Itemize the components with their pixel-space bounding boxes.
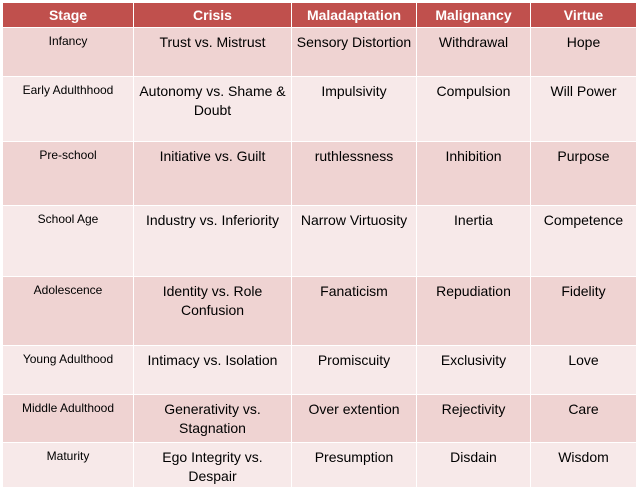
cell-stage: School Age xyxy=(2,205,134,277)
cell-maladaptation: Promiscuity xyxy=(291,345,417,395)
table-row: Infancy Trust vs. Mistrust Sensory Disto… xyxy=(2,27,637,77)
cell-malignancy: Disdain xyxy=(416,442,531,488)
cell-malignancy: Withdrawal xyxy=(416,27,531,77)
header-virtue: Virtue xyxy=(530,2,637,28)
header-stage: Stage xyxy=(2,2,134,28)
cell-virtue: Purpose xyxy=(530,141,637,206)
table-row: School Age Industry vs. Inferiority Narr… xyxy=(2,205,637,277)
cell-crisis: Ego Integrity vs. Despair xyxy=(133,442,292,488)
cell-crisis: Intimacy vs. Isolation xyxy=(133,345,292,395)
cell-crisis: Generativity vs. Stagnation xyxy=(133,394,292,443)
cell-malignancy: Repudiation xyxy=(416,276,531,346)
cell-malignancy: Rejectivity xyxy=(416,394,531,443)
cell-maladaptation: Over extention xyxy=(291,394,417,443)
cell-virtue: Love xyxy=(530,345,637,395)
cell-stage: Early Adulthhood xyxy=(2,76,134,142)
cell-maladaptation: Impulsivity xyxy=(291,76,417,142)
table-row: Young Adulthood Intimacy vs. Isolation P… xyxy=(2,345,637,395)
cell-stage: Maturity xyxy=(2,442,134,488)
cell-stage: Middle Adulthood xyxy=(2,394,134,443)
cell-malignancy: Compulsion xyxy=(416,76,531,142)
cell-virtue: Care xyxy=(530,394,637,443)
cell-maladaptation: Presumption xyxy=(291,442,417,488)
cell-crisis: Initiative vs. Guilt xyxy=(133,141,292,206)
table-row: Middle Adulthood Generativity vs. Stagna… xyxy=(2,394,637,443)
cell-maladaptation: Narrow Virtuosity xyxy=(291,205,417,277)
table-row: Maturity Ego Integrity vs. Despair Presu… xyxy=(2,442,637,488)
cell-crisis: Autonomy vs. Shame & Doubt xyxy=(133,76,292,142)
cell-virtue: Competence xyxy=(530,205,637,277)
cell-stage: Infancy xyxy=(2,27,134,77)
cell-malignancy: Exclusivity xyxy=(416,345,531,395)
table-row: Early Adulthhood Autonomy vs. Shame & Do… xyxy=(2,76,637,142)
cell-maladaptation: Fanaticism xyxy=(291,276,417,346)
cell-virtue: Will Power xyxy=(530,76,637,142)
cell-malignancy: Inhibition xyxy=(416,141,531,206)
cell-stage: Young Adulthood xyxy=(2,345,134,395)
header-row: Stage Crisis Maladaptation Malignancy Vi… xyxy=(2,2,637,28)
cell-malignancy: Inertia xyxy=(416,205,531,277)
cell-crisis: Trust vs. Mistrust xyxy=(133,27,292,77)
cell-stage: Pre-school xyxy=(2,141,134,206)
cell-virtue: Hope xyxy=(530,27,637,77)
cell-maladaptation: ruthlessness xyxy=(291,141,417,206)
header-maladaptation: Maladaptation xyxy=(291,2,417,28)
cell-stage: Adolescence xyxy=(2,276,134,346)
cell-crisis: Industry vs. Inferiority xyxy=(133,205,292,277)
table-row: Adolescence Identity vs. Role Confusion … xyxy=(2,276,637,346)
table-row: Pre-school Initiative vs. Guilt ruthless… xyxy=(2,141,637,206)
cell-virtue: Fidelity xyxy=(530,276,637,346)
cell-maladaptation: Sensory Distortion xyxy=(291,27,417,77)
cell-virtue: Wisdom xyxy=(530,442,637,488)
header-malignancy: Malignancy xyxy=(416,2,531,28)
cell-crisis: Identity vs. Role Confusion xyxy=(133,276,292,346)
header-crisis: Crisis xyxy=(133,2,292,28)
